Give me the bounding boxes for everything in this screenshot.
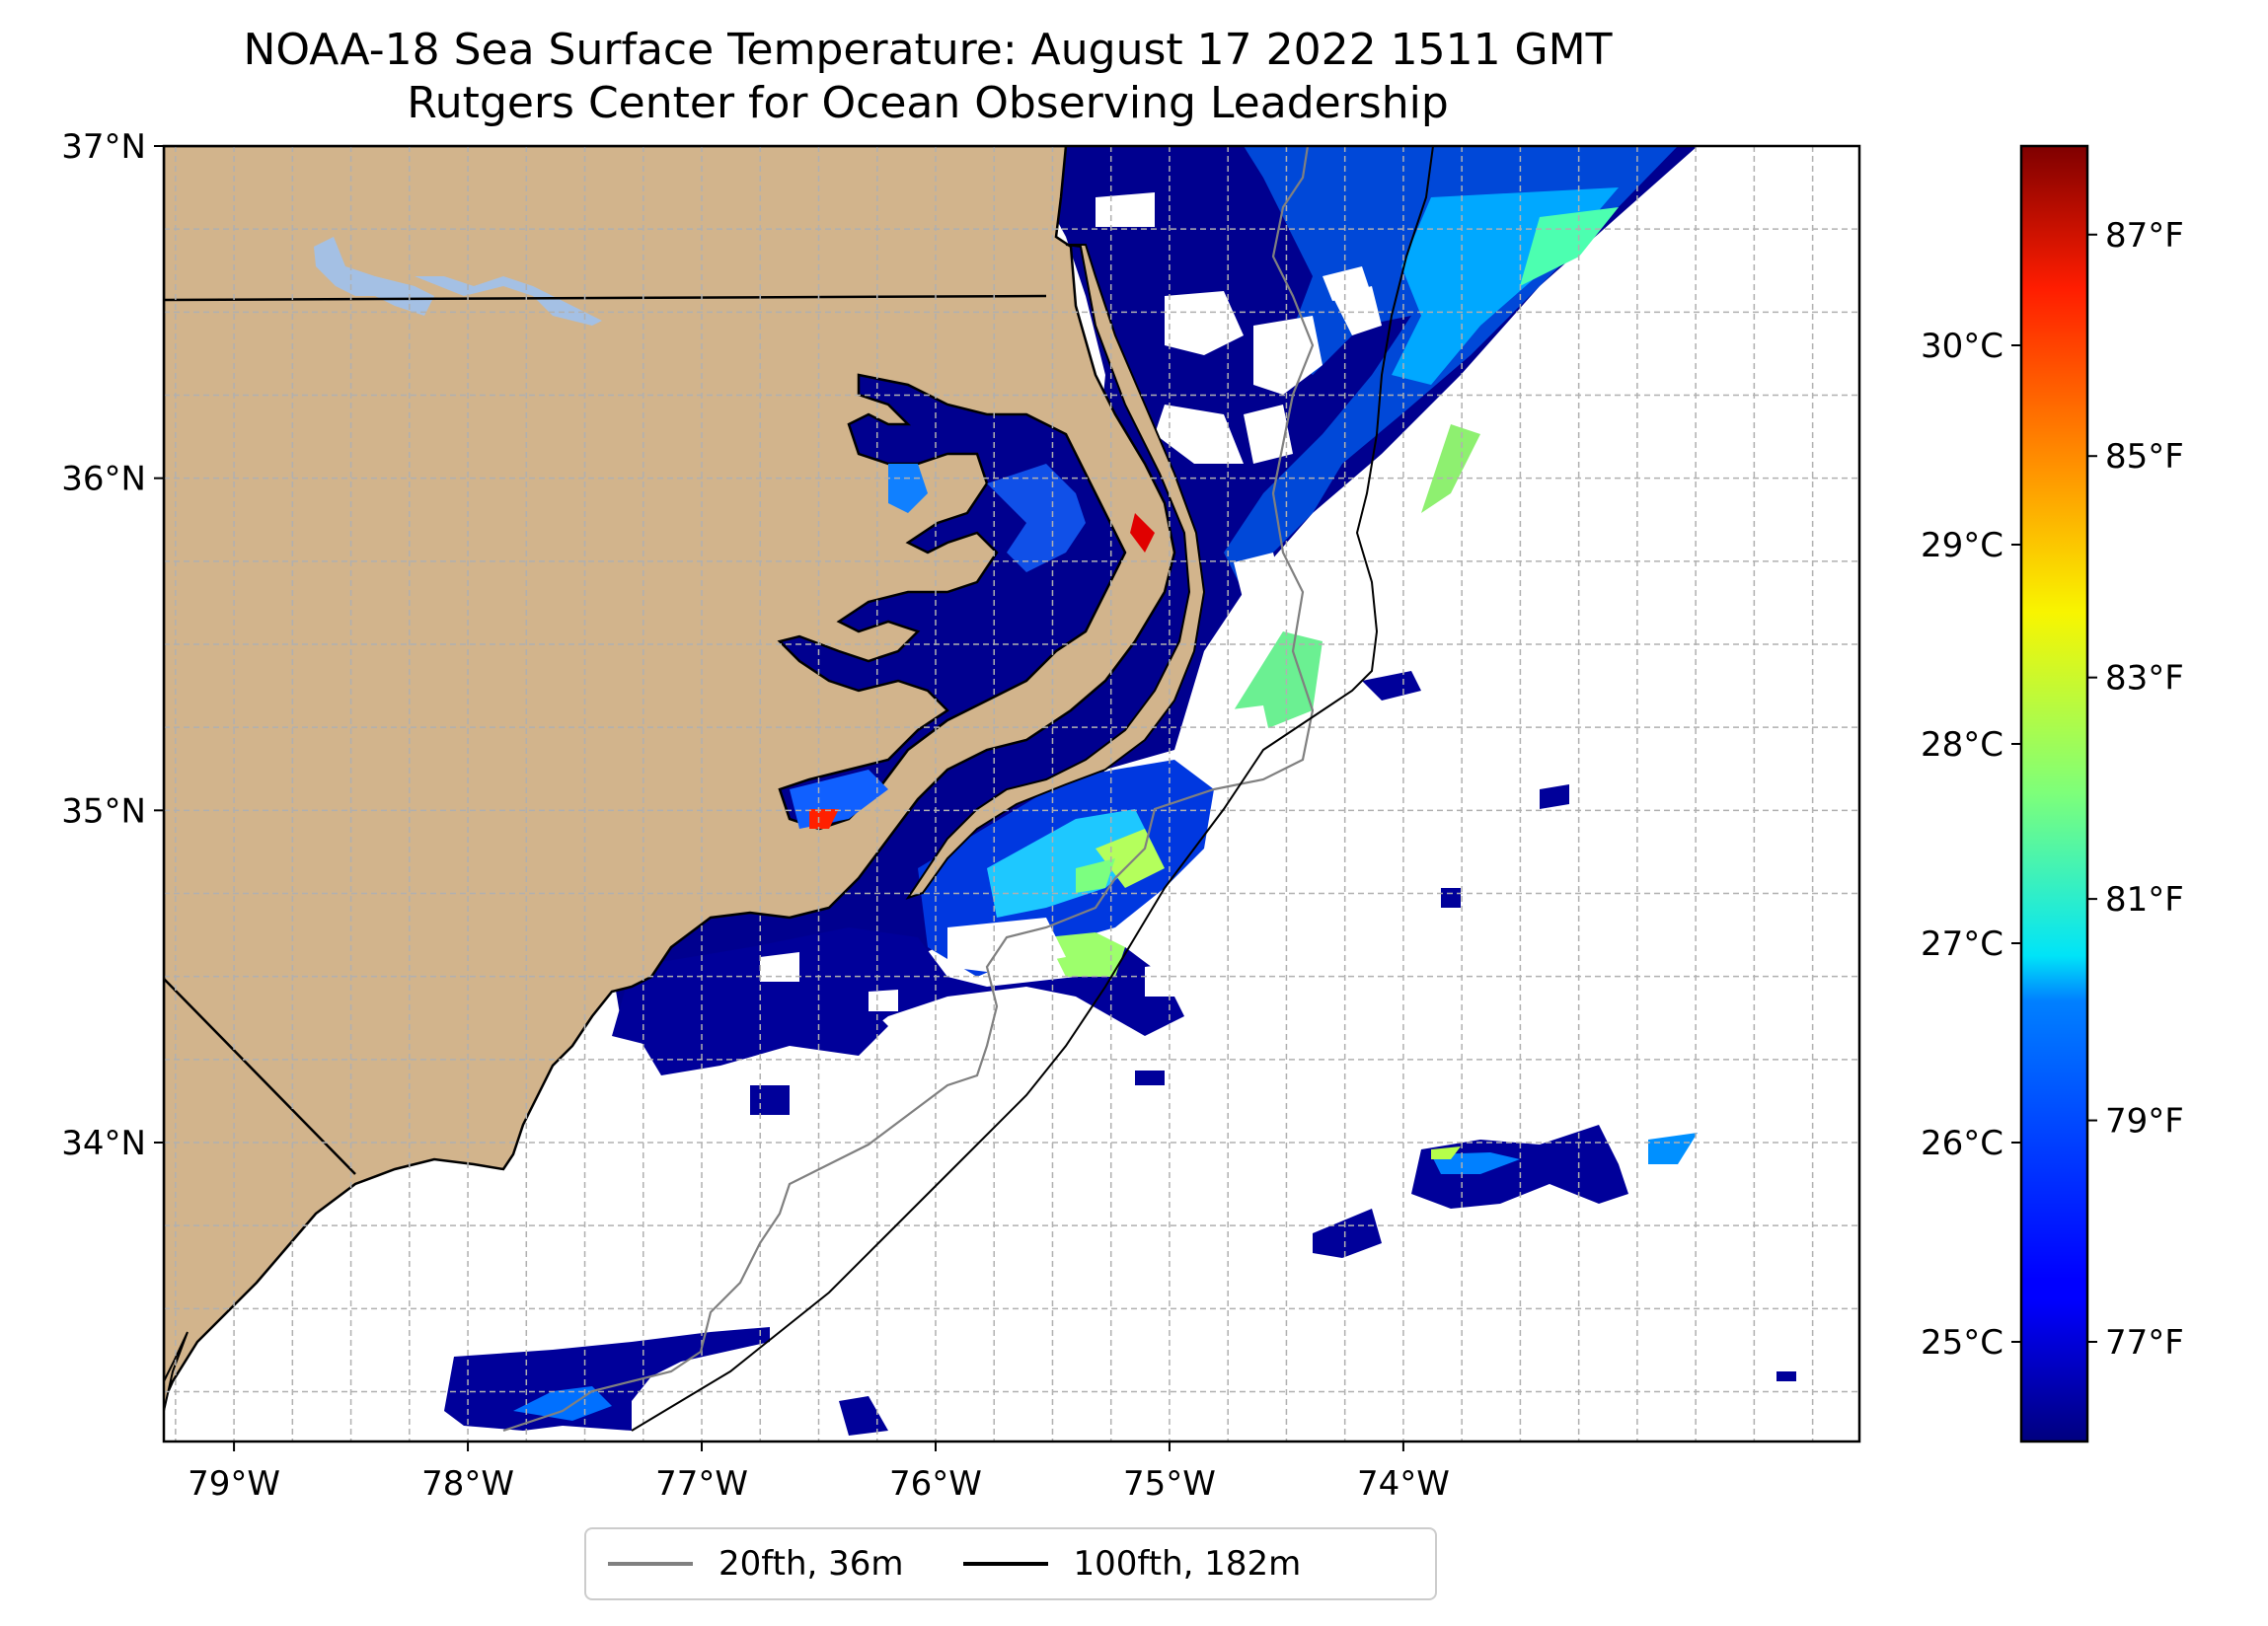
colorbar-f-label: 77°F [2105,1323,2184,1363]
longitude-labels: 79°W 78°W 77°W 76°W 75°W 74°W [188,1441,1450,1504]
isobath-100fth [631,146,1434,1432]
legend-swatch-grey [608,1562,693,1566]
map-frame [162,144,1861,1443]
isobath-20fth [502,146,1315,1433]
map-subtitle: Rutgers Center for Ocean Observing Leade… [407,78,1449,128]
colorbar-c-label: 26°C [1921,1124,2003,1163]
legend-swatch-black [962,1562,1048,1566]
lon-tick-label: 77°W [655,1464,748,1504]
colorbar-c-label: 25°C [1921,1323,2003,1363]
lat-tick-label: 34°N [61,1124,146,1163]
colorbar-fahrenheit-labels: 77°F 79°F 81°F 83°F 85°F 87°F [2087,216,2184,1363]
lat-tick-label: 36°N [61,460,146,499]
colorbar-c-label: 29°C [1921,526,2003,565]
isobath-legend: 20fth, 36m 100fth, 182m [584,1527,1437,1600]
colorbar-c-label: 30°C [1921,327,2003,366]
lon-tick-label: 74°W [1357,1464,1450,1504]
colorbar-f-label: 79°F [2105,1102,2184,1142]
lat-tick-label: 35°N [61,791,146,831]
colorbar-c-label: 28°C [1921,725,2003,765]
lon-tick-label: 79°W [188,1464,280,1504]
legend-item-100fth: 100fth, 182m [942,1544,1302,1584]
legend-label-20fth: 20fth, 36m [718,1544,904,1584]
colorbar-f-label: 87°F [2105,216,2184,256]
legend-label-100fth: 100fth, 182m [1073,1544,1302,1584]
map-title: NOAA-18 Sea Surface Temperature: August … [243,25,1613,75]
colorbar-c-label: 27°C [1921,924,2003,964]
lon-tick-label: 78°W [421,1464,514,1504]
lat-tick-label: 37°N [61,127,146,167]
colorbar-celsius-labels: 25°C 26°C 27°C 28°C 29°C 30°C [1921,327,2021,1363]
colorbar [2019,144,2089,1443]
gridlines [164,146,1859,1441]
colorbar-f-label: 85°F [2105,437,2184,477]
colorbar-f-label: 83°F [2105,659,2184,699]
lon-tick-label: 76°W [889,1464,982,1504]
lon-tick-label: 75°W [1123,1464,1216,1504]
legend-item-20fth: 20fth, 36m [586,1544,904,1584]
latitude-labels: 37°N 36°N 35°N 34°N [61,127,164,1163]
land-layer [164,146,1206,1412]
colorbar-f-label: 81°F [2105,880,2184,920]
